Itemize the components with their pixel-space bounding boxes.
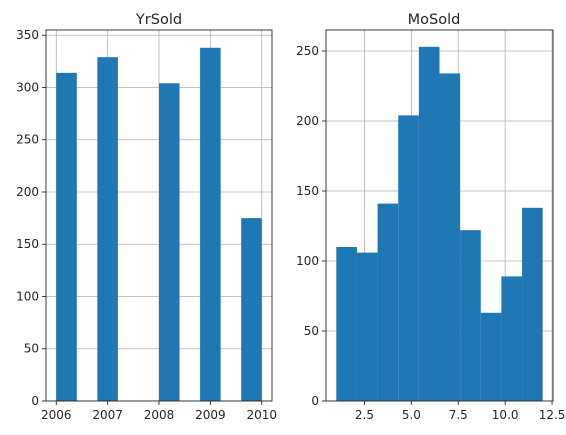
mosold-y-tick: 200 [296,114,326,128]
mosold-y-tick: 0 [311,394,326,408]
yrsold-y-ticks: 0 50 100 150 200 250 300 350 [16,28,46,408]
yrsold-x-tick-label: 2006 [41,408,72,422]
yrsold-y-tick-label: 350 [16,28,39,42]
yrsold-x-tick: 2009 [195,401,226,422]
yrsold-x-tick-label: 2009 [195,408,226,422]
mosold-y-tick-label: 0 [311,394,319,408]
yrsold-y-tick-label: 250 [16,133,39,147]
yrsold-x-tick: 2010 [246,401,277,422]
mosold-bar [398,115,419,402]
mosold-y-tick: 50 [304,324,326,338]
yrsold-y-tick: 0 [31,394,46,408]
mosold-y-tick-label: 150 [296,184,319,198]
yrsold-panel: YrSold 2006 2007 2008 2009 2010 0 50 100 150 200… [16,12,277,422]
yrsold-y-tick: 50 [24,342,46,356]
yrsold-y-tick-label: 200 [16,185,39,199]
yrsold-x-tick: 2007 [92,401,123,422]
yrsold-y-tick: 300 [16,80,46,94]
mosold-x-ticks: 2.5 5.0 7.5 10.0 12.5 [355,401,566,422]
mosold-x-tick-label: 7.5 [449,408,468,422]
mosold-y-ticks: 0 50 100 150 200 250 [296,44,326,408]
yrsold-x-tick-label: 2007 [92,408,123,422]
yrsold-y-tick-label: 0 [31,394,39,408]
mosold-x-tick: 2.5 [355,401,374,422]
yrsold-x-tick: 2008 [144,401,175,422]
yrsold-bars [56,47,262,402]
yrsold-y-tick: 250 [16,133,46,147]
mosold-axes-frame [325,29,554,402]
mosold-y-tick-label: 50 [304,324,319,338]
yrsold-bar [200,47,221,401]
yrsold-x-tick-label: 2010 [246,408,277,422]
mosold-y-tick-label: 200 [296,114,319,128]
mosold-bar [336,247,357,401]
yrsold-x-ticks: 2006 2007 2008 2009 2010 [41,401,277,422]
yrsold-x-tick: 2006 [41,401,72,422]
mosold-y-tick: 150 [296,184,326,198]
mosold-x-tick: 7.5 [449,401,468,422]
mosold-y-tick-label: 250 [296,44,319,58]
yrsold-bar [97,57,118,402]
mosold-x-tick-label: 12.5 [539,408,566,422]
mosold-x-tick: 12.5 [539,401,566,422]
mosold-title: MoSold [408,12,461,28]
mosold-x-tick-label: 2.5 [355,408,374,422]
mosold-x-tick-label: 10.0 [492,408,519,422]
mosold-bar [356,252,378,401]
yrsold-bar [241,218,262,401]
mosold-y-tick: 100 [296,254,326,268]
mosold-bar [377,203,399,401]
yrsold-y-tick: 100 [16,289,46,303]
mosold-x-tick: 5.0 [402,401,421,422]
mosold-bar [460,230,481,401]
mosold-bars [336,46,543,402]
yrsold-title: YrSold [135,12,182,28]
yrsold-bar [56,72,77,401]
yrsold-y-tick-label: 50 [24,342,39,356]
yrsold-bar [159,83,180,402]
yrsold-y-tick-label: 150 [16,237,39,251]
mosold-bar [522,207,543,401]
mosold-bar [439,73,461,402]
mosold-y-tick: 250 [296,44,326,58]
yrsold-y-tick: 200 [16,185,46,199]
mosold-x-tick-label: 5.0 [402,408,421,422]
yrsold-x-tick-label: 2008 [144,408,175,422]
mosold-bar [501,276,523,401]
yrsold-y-tick-label: 300 [16,80,39,94]
mosold-bar [480,312,502,401]
mosold-panel: MoSold 2.5 5.0 7.5 10.0 12.5 0 50 100 150 200 250 [296,12,565,422]
yrsold-y-tick: 350 [16,28,46,42]
yrsold-y-tick-label: 100 [16,289,39,303]
mosold-bar [418,46,440,402]
mosold-x-tick: 10.0 [492,401,519,422]
yrsold-y-tick: 150 [16,237,46,251]
mosold-y-tick-label: 100 [296,254,319,268]
